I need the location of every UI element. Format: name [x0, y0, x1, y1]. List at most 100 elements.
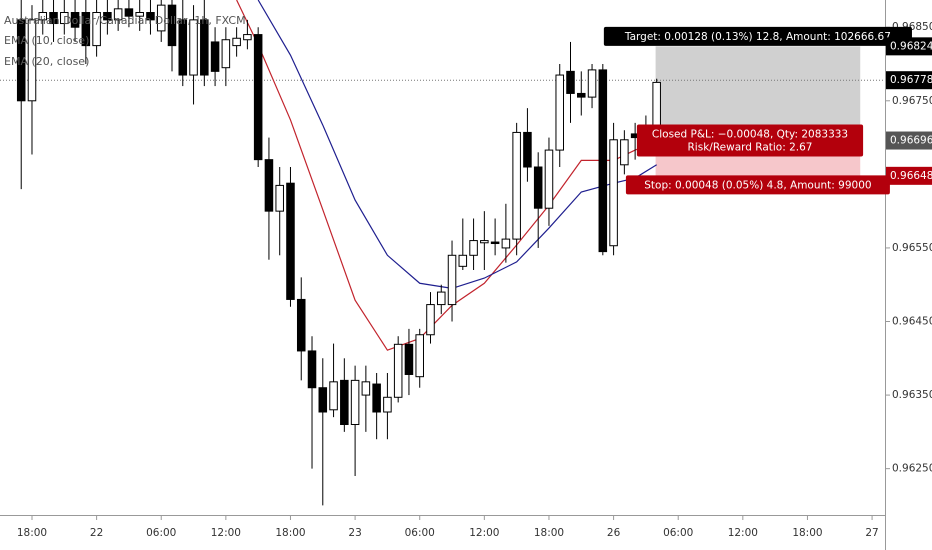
- candle-body: [512, 131, 521, 240]
- candle-body: [383, 396, 392, 413]
- candle-body: [307, 350, 317, 389]
- candle-body: [49, 12, 58, 25]
- candle-body: [286, 182, 295, 300]
- legend-entry: EMA (10, close): [4, 34, 89, 47]
- ema-line: [236, 0, 657, 351]
- position-label: Target: 0.00128 (0.13%) 12.8, Amount: 10…: [624, 31, 891, 43]
- candle-body: [393, 343, 403, 398]
- price-label-box: [886, 37, 932, 56]
- price-label: 0.96778: [890, 74, 932, 86]
- candle-body: [167, 4, 177, 47]
- candle-body: [318, 387, 328, 413]
- legend-entry: EMA (20, close): [4, 55, 89, 68]
- candle-body: [447, 254, 457, 306]
- plot-area: [0, 0, 885, 506]
- price-label-box: [886, 166, 932, 185]
- position-label: Closed P&L: −0.00048, Qty: 2083333: [652, 129, 848, 141]
- price-label: 0.96824: [890, 40, 932, 52]
- x-tick-label: 18:00: [17, 527, 47, 539]
- candle-body: [243, 34, 252, 41]
- candle-body: [501, 238, 511, 249]
- candle-body: [296, 298, 306, 352]
- x-tick-label: 18:00: [792, 527, 822, 539]
- label-box: [603, 26, 912, 46]
- candle-body: [70, 12, 80, 28]
- candle-body: [404, 343, 414, 375]
- position-label: Stop: 0.00048 (0.05%) 4.8, Amount: 99000: [644, 179, 871, 191]
- price-label-box: [886, 131, 932, 150]
- candle-body: [253, 34, 263, 161]
- candle-body: [350, 379, 360, 426]
- candle-body: [178, 19, 188, 76]
- x-tick-label: 06:00: [146, 527, 176, 539]
- candle-body: [566, 70, 575, 94]
- candle-body: [60, 12, 69, 25]
- candle-body: [426, 304, 435, 336]
- y-tick-label: 0.96550: [892, 242, 932, 254]
- candle-body: [200, 19, 209, 76]
- x-tick-label: 12:00: [211, 527, 241, 539]
- candle-body: [340, 379, 349, 426]
- candle-body: [555, 74, 565, 151]
- price-label-box: [886, 71, 932, 90]
- candle-body: [533, 166, 543, 209]
- x-tick-label: 18:00: [534, 527, 564, 539]
- axes: 0.968500.967500.966500.965500.964500.963…: [17, 21, 932, 539]
- x-tick-label: 12:00: [728, 527, 758, 539]
- candle-body: [329, 381, 338, 411]
- x-tick-label: 06:00: [405, 527, 435, 539]
- candle-body: [92, 12, 101, 47]
- candle-body: [210, 41, 220, 72]
- x-tick-label: 23: [348, 527, 361, 539]
- candle-body: [469, 240, 478, 256]
- price-label: 0.96696: [890, 135, 932, 147]
- candle-body: [620, 139, 629, 166]
- candle-body: [490, 241, 500, 245]
- candle-body: [103, 12, 112, 21]
- candle-body: [480, 240, 489, 244]
- y-tick-label: 0.96350: [892, 389, 932, 401]
- candle-body: [458, 254, 468, 267]
- candle-body: [156, 4, 166, 32]
- label-box: [636, 124, 864, 157]
- legend: Australian Dollar/Canadian Dollar, 1h, F…: [4, 14, 246, 68]
- candle-body: [598, 69, 608, 253]
- candle-body: [361, 381, 371, 396]
- candle-body: [189, 19, 198, 76]
- candle-body: [81, 12, 91, 47]
- x-tick-label: 26: [607, 527, 621, 539]
- x-tick-label: 27: [865, 527, 878, 539]
- candle-body: [436, 291, 446, 306]
- y-tick-label: 0.96450: [892, 316, 932, 328]
- x-tick-label: 06:00: [663, 527, 693, 539]
- candle-body: [124, 8, 134, 17]
- ema-line: [257, 0, 657, 290]
- candle-body: [113, 8, 123, 21]
- y-tick-label: 0.96250: [892, 463, 932, 475]
- candle-body: [16, 19, 26, 102]
- x-tick-label: 18:00: [275, 527, 305, 539]
- x-tick-label: 12:00: [469, 527, 499, 539]
- x-tick-label: 22: [90, 527, 103, 539]
- candle-body: [221, 39, 231, 69]
- candle-body: [577, 92, 586, 98]
- candle-body: [135, 12, 144, 17]
- position-label: Risk/Reward Ratio: 2.67: [688, 142, 813, 154]
- candle-body: [609, 139, 618, 247]
- candle-body: [544, 149, 554, 209]
- candle-body: [275, 184, 284, 212]
- candle-body: [372, 383, 381, 413]
- y-tick-label: 0.96750: [892, 95, 932, 107]
- label-box: [625, 175, 890, 195]
- candle-body: [38, 12, 48, 21]
- candle-body: [146, 12, 155, 21]
- candle-body: [415, 334, 424, 378]
- candle-body: [232, 37, 241, 47]
- chart-title: Australian Dollar/Canadian Dollar, 1h, F…: [4, 14, 246, 27]
- candle-body: [27, 19, 37, 102]
- candle-body: [264, 159, 274, 212]
- price-label: 0.96648: [890, 170, 932, 182]
- candle-body: [523, 131, 532, 168]
- candle-body: [587, 69, 597, 98]
